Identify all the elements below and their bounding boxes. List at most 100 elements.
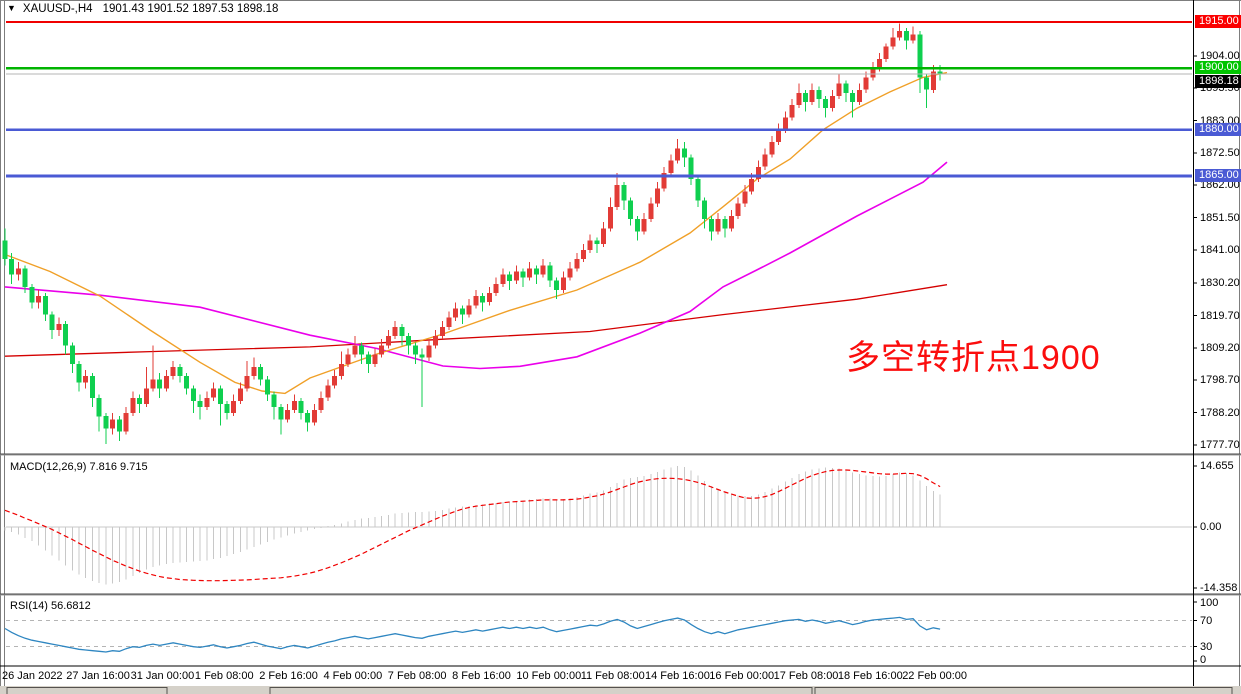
candle-up	[890, 37, 896, 47]
time-tick-label: 17 Feb 08:00	[773, 670, 839, 682]
status-strip-box	[269, 687, 813, 694]
candle-down	[917, 34, 923, 78]
candle-up	[150, 379, 156, 389]
candle-down	[903, 31, 909, 41]
time-tick-label: 10 Feb 00:00	[516, 670, 582, 682]
candle-up	[110, 419, 116, 429]
candle-up	[856, 89, 862, 103]
candle-up	[540, 265, 546, 275]
candle-up	[446, 317, 452, 327]
candle-up	[204, 397, 210, 407]
candle-down	[184, 376, 190, 389]
candle-up	[325, 385, 331, 398]
time-tick-label: 22 Feb 00:00	[902, 670, 968, 682]
candle-down	[480, 296, 486, 303]
candle-down	[197, 400, 203, 407]
annotation-text[interactable]: 多空转折点1900	[846, 339, 1101, 377]
candle-down	[103, 416, 109, 429]
candle-up	[789, 105, 795, 118]
candle-down	[278, 407, 284, 420]
macd-tick-label: 0.00	[1200, 521, 1222, 533]
candle-up	[776, 129, 782, 143]
candle-up	[318, 397, 324, 411]
rsi-plot[interactable]	[6, 596, 1192, 665]
rsi-line[interactable]	[4, 616, 941, 653]
candle-down	[177, 367, 183, 377]
candle-up	[715, 219, 721, 232]
candle-down	[937, 71, 943, 74]
candle-down	[224, 403, 230, 414]
candle-up	[16, 268, 21, 275]
candle-down	[688, 157, 694, 180]
candle-up	[493, 283, 499, 293]
main-chart-plot[interactable]	[6, 1, 1192, 452]
candle-up	[130, 397, 136, 414]
candle-down	[9, 259, 15, 275]
macd-histogram	[4, 466, 941, 585]
candle-down	[157, 379, 163, 389]
candle-down	[634, 219, 640, 232]
price-tick-label: 1904.00	[1200, 49, 1240, 62]
candle-down	[419, 354, 425, 358]
candle-down	[63, 323, 68, 346]
price-tick-label: 1777.70	[1200, 438, 1240, 451]
ma-slow-line[interactable]	[4, 284, 948, 357]
status-strip-box	[814, 687, 1233, 694]
candle-up	[466, 305, 472, 315]
candle-up	[668, 160, 674, 173]
rsi-tick-label: 70	[1200, 614, 1213, 627]
candle-up	[237, 388, 243, 401]
candle-down	[803, 92, 808, 102]
candle-down	[49, 314, 55, 330]
symbol-dropdown-icon[interactable]: ▼	[7, 3, 16, 13]
candle-up	[372, 354, 378, 364]
candle-up	[601, 228, 607, 244]
time-tick-label: 16 Feb 00:00	[709, 670, 775, 682]
ma-fast-line[interactable]	[4, 71, 948, 395]
candle-down	[547, 265, 553, 281]
candle-up	[870, 68, 876, 78]
price-axis[interactable]: 1904.00 1893.50 1883.00 1872.50 1862.00 1851.…	[1193, 0, 1241, 666]
candle-up	[170, 367, 176, 377]
candle-down	[96, 397, 102, 417]
rsi-tick-label: 30	[1200, 640, 1213, 653]
candle-up	[392, 326, 398, 337]
time-axis[interactable]: 26 Jan 2022 27 Jan 16:00 31 Jan 00:00 1 Feb…	[0, 667, 1241, 685]
current-price-plate: 1898.18	[1195, 75, 1241, 88]
candle-down	[507, 274, 512, 281]
time-tick-label: 4 Feb 00:00	[323, 670, 383, 682]
candlestick-series	[2, 23, 943, 444]
candle-down	[399, 326, 405, 337]
time-tick-label: 26 Jan 2022	[2, 670, 63, 682]
candle-up	[352, 345, 358, 355]
candle-up	[749, 179, 755, 192]
price-tick-label: 1788.20	[1200, 406, 1240, 419]
status-strip-box	[6, 687, 168, 694]
candle-up	[379, 345, 385, 355]
candle-down	[695, 179, 701, 201]
candle-down	[702, 200, 708, 220]
candle-up	[143, 388, 149, 404]
candle-up	[930, 71, 936, 90]
candle-up	[291, 400, 297, 410]
candle-up	[729, 216, 734, 229]
candle-up	[769, 142, 775, 155]
candle-down	[264, 379, 270, 395]
candle-up	[527, 268, 533, 278]
macd-plot[interactable]	[6, 456, 1192, 592]
candle-down	[628, 200, 634, 220]
candle-down	[22, 268, 28, 287]
candle-up	[345, 354, 351, 364]
price-tick-label: 1830.20	[1200, 277, 1240, 290]
time-tick-label: 31 Jan 00:00	[130, 670, 195, 682]
candle-up	[661, 172, 667, 189]
candle-up	[36, 296, 42, 303]
candle-up	[244, 376, 250, 389]
candle-down	[298, 400, 304, 414]
macd-signal-line[interactable]	[4, 469, 941, 582]
candle-up	[675, 148, 681, 161]
candle-up	[883, 46, 889, 59]
candle-up	[513, 271, 519, 281]
ma-mid-line[interactable]	[4, 161, 948, 370]
